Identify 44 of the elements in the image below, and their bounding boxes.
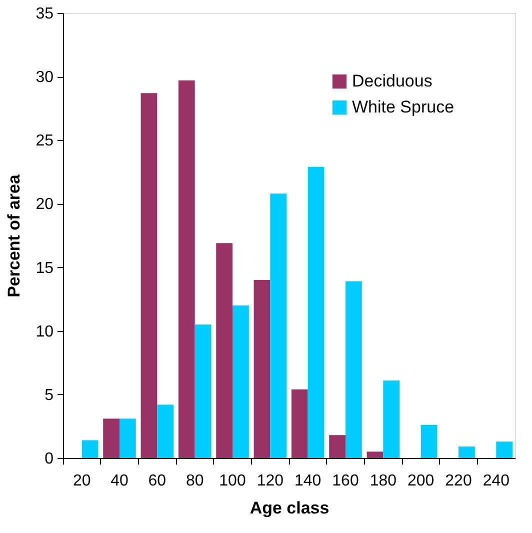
y-tick-label: 25 [36,132,54,150]
y-tick-label: 35 [36,6,54,22]
y-tick-label: 15 [36,260,54,277]
y-tick-label: 0 [44,450,54,468]
bar [140,93,158,458]
x-tick-label: 60 [148,472,166,490]
x-axis-title: Age class [250,498,330,518]
bar [329,435,346,458]
y-tick-label: 5 [44,386,54,404]
x-tick-label: 180 [370,472,397,490]
bar [194,324,212,458]
bar [308,166,324,458]
bar [420,424,438,458]
x-tick-label: 240 [482,472,510,490]
x-tick-label: 220 [445,472,472,490]
bar [346,281,362,458]
x-tick-label: 160 [332,472,359,490]
bar [383,380,400,458]
y-tick-label: 30 [36,69,54,86]
bar [366,452,384,458]
legend-label: Deciduous [352,72,432,90]
bar [120,418,136,458]
y-axis-title: Percent of area [4,174,24,298]
bar [157,404,174,458]
x-tick-label: 120 [256,472,284,490]
bar [496,441,513,458]
y-tick-label: 10 [36,323,54,340]
x-tick-label: 200 [407,472,434,490]
x-tick-label: 140 [294,472,322,490]
bar [216,243,232,458]
bar [103,418,120,458]
x-tick-label: 40 [110,472,128,490]
x-tick-label: 20 [72,472,91,490]
bar [178,80,195,458]
bar [82,440,98,458]
bar [291,389,308,458]
x-tick-label: 100 [219,472,246,490]
x-tick-label: 80 [186,472,204,490]
bar [458,446,475,458]
bar [232,305,249,458]
bar [270,194,287,458]
bar [254,280,270,458]
legend-label: White Spruce [352,98,454,116]
y-tick-label: 20 [36,196,54,214]
